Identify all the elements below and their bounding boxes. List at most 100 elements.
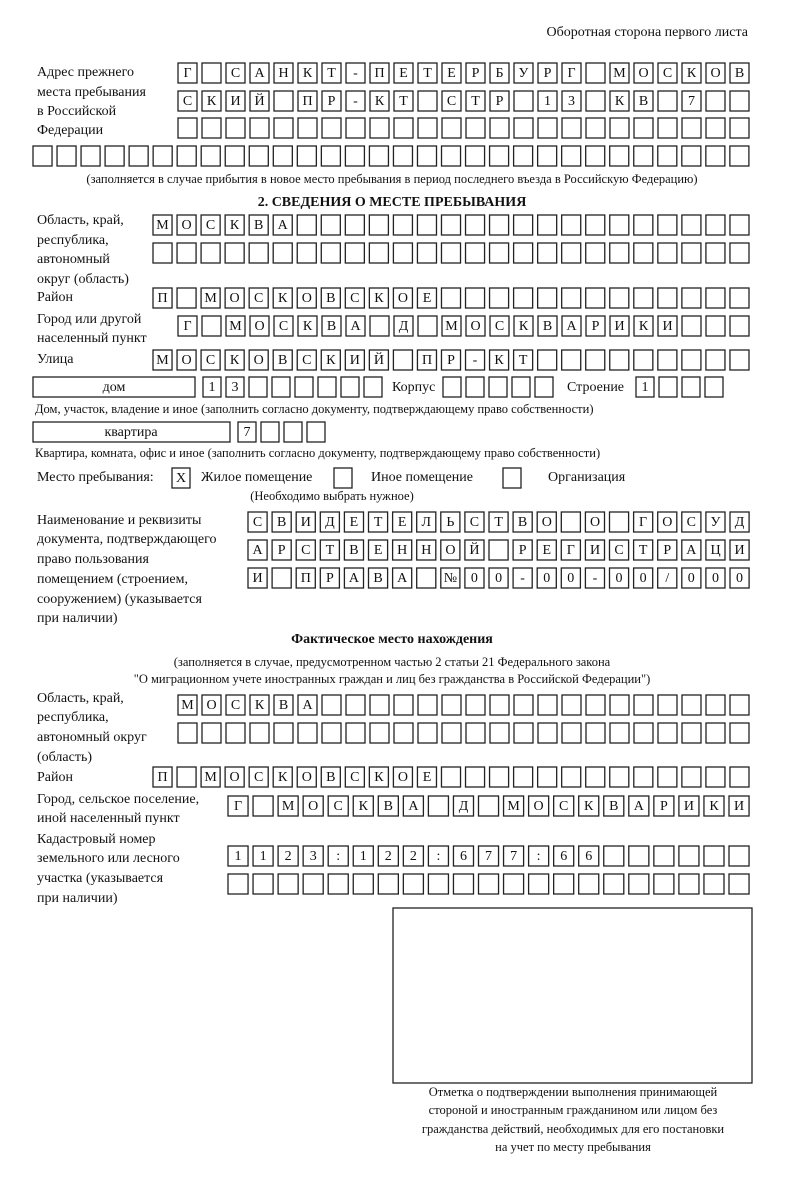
char-cell [633,62,654,84]
char-cell [320,214,341,236]
char-cell [248,376,268,398]
char-cell [537,90,558,112]
char-cell [327,795,349,817]
checkbox [502,467,522,489]
char-cell [633,90,654,112]
char-cell [296,214,317,236]
label: автономный [37,252,110,267]
char-cell [488,242,510,264]
char-cell [464,214,486,236]
char-cell [489,90,510,112]
char-cell [327,845,349,867]
char-cell [56,145,77,167]
char-cell [561,349,582,371]
char-cell [681,376,701,398]
char-cell [225,62,246,84]
char-cell [393,90,414,112]
char-cell [488,287,510,309]
char-cell [440,349,462,371]
char-cell [393,117,414,139]
char-cell [271,511,292,533]
char-cell [585,62,606,84]
label: Адрес прежнего [37,65,134,80]
char-cell [633,315,654,337]
char-cell [340,376,360,398]
char-cell [319,511,341,533]
char-cell [352,873,374,895]
char-cell [224,214,245,236]
char-cell [681,62,702,84]
char-cell [681,349,702,371]
char-cell [442,376,462,398]
cell-text: П МОСКОВСКОЕ [157,291,431,306]
char-cell [633,117,654,139]
char-cell [705,539,726,561]
label: (область) [37,750,92,765]
confirmation-box [392,907,753,1084]
char-cell [513,315,534,337]
char-cell [200,242,221,264]
char-cell [367,511,389,533]
char-cell [294,376,314,398]
char-cell [277,873,299,895]
char-cell [416,349,438,371]
char-cell [657,62,678,84]
char-cell [416,214,438,236]
char-cell [393,694,414,716]
char-cell [200,349,221,371]
char-cell [177,62,198,84]
char-cell [537,62,558,84]
label: сооружением) (указывается [37,592,203,607]
char-cell [609,90,630,112]
char-cell [402,873,425,895]
char-cell [441,62,462,84]
char-cell [729,539,750,561]
char-cell [633,694,654,716]
char-cell [306,421,326,443]
char-cell [729,242,750,264]
char-cell [321,315,342,337]
char-cell [728,873,750,895]
char-cell [252,845,274,867]
char-cell [248,287,269,309]
char-cell [440,242,462,264]
char-cell [297,90,318,112]
label: республика, [37,710,109,725]
char-cell [536,287,558,309]
label: автономный округ [37,730,147,745]
char-cell [729,287,750,309]
char-cell [465,62,486,84]
char-cell [200,766,221,788]
char-cell [705,694,726,716]
char-cell [321,694,342,716]
char-cell [465,376,485,398]
char-cell [585,694,606,716]
char-cell [681,766,702,788]
char-cell [273,62,294,84]
char-cell [536,539,557,561]
label: Организация [548,470,626,485]
char-cell [477,873,500,895]
char-cell [176,766,197,788]
char-cell [465,315,486,337]
char-cell [392,145,414,167]
char-cell [296,349,317,371]
char-cell [440,287,462,309]
char-cell [224,766,245,788]
char-cell [201,315,222,337]
char-cell [317,376,337,398]
char-cell [603,795,625,817]
char-cell [176,287,197,309]
char-cell [657,242,678,264]
char-cell [416,766,438,788]
char-cell [585,315,606,337]
char-cell [343,567,365,589]
char-cell [152,214,173,236]
label: места пребывания [37,85,146,100]
char-cell [488,145,510,167]
char-cell [271,567,292,589]
char-cell [536,766,558,788]
char-cell [657,511,678,533]
char-cell [729,567,750,589]
char-cell [345,90,366,112]
